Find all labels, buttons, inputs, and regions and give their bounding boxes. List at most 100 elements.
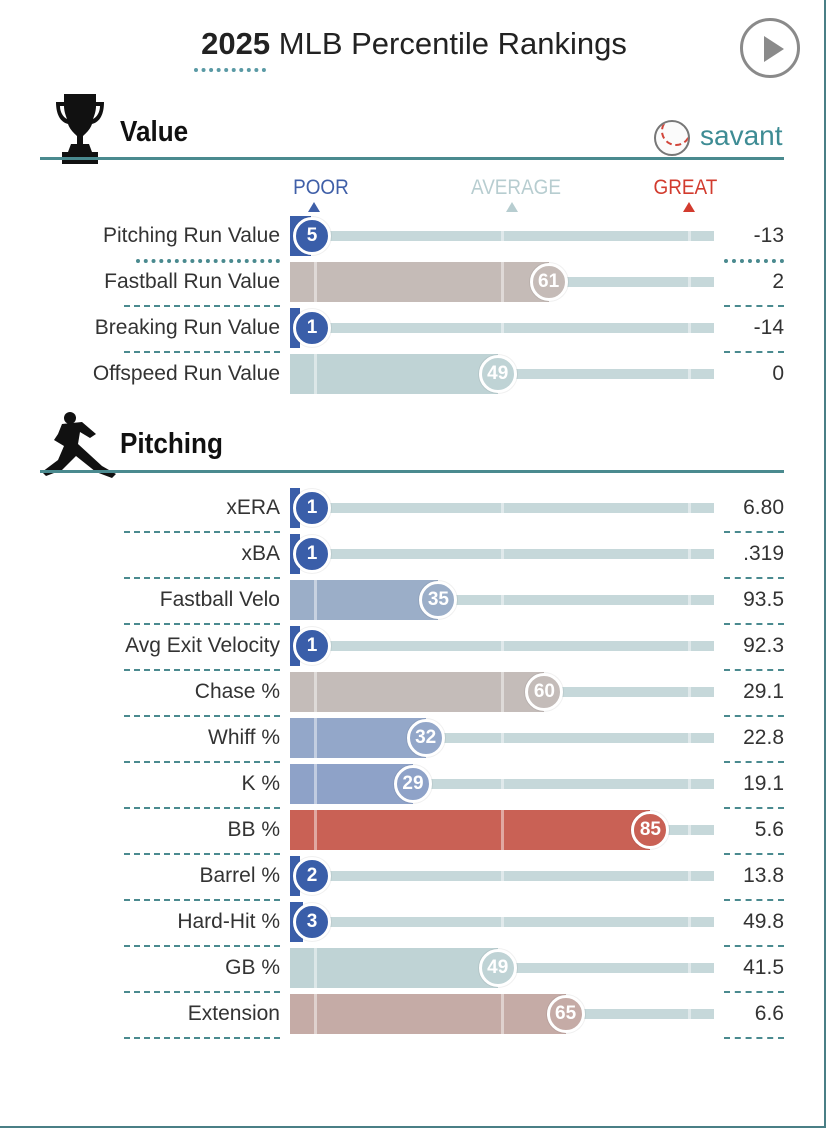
percentile-bubble-breaking-run-value: 1 — [293, 309, 331, 347]
percentile-bubble-whiff: 32 — [406, 719, 445, 757]
bar-tick-extension-1 — [501, 994, 504, 1034]
bar-tick-hard-hit-1 — [501, 902, 504, 942]
section-title-pitching: Pitching — [120, 428, 223, 460]
bar-tick-offspeed-run-value-2 — [687, 354, 691, 394]
bar-tick-bb-2 — [687, 810, 691, 850]
percentile-bubble-extension: 65 — [546, 995, 585, 1033]
metric-label-gb: GB % — [225, 956, 280, 979]
title-underline — [194, 68, 266, 74]
bar-offspeed-run-value — [290, 354, 498, 394]
row-separator-left-chase — [124, 715, 280, 717]
bar-tick-breaking-run-value-1 — [501, 308, 504, 348]
metric-label-chase: Chase % — [194, 680, 280, 703]
bar-gb — [290, 948, 498, 988]
row-separator-left-bb — [124, 853, 280, 855]
metric-label-breaking-run-value: Breaking Run Value — [94, 316, 280, 339]
metric-value-breaking-run-value: -14 — [753, 316, 784, 339]
bar-tick-k-0 — [314, 764, 318, 804]
scale-average: AVERAGE — [470, 176, 561, 199]
bar-tick-chase-1 — [501, 672, 504, 712]
play-button[interactable] — [740, 18, 800, 78]
percentile-bubble-fastball-velo: 35 — [419, 581, 458, 619]
percentile-bubble-bb: 85 — [631, 811, 670, 849]
average-marker-icon — [506, 202, 518, 212]
bar-track-barrel — [290, 871, 714, 881]
metric-value-chase: 29.1 — [743, 680, 784, 703]
row-separator-right-hard-hit — [724, 945, 784, 947]
row-separator-left-pitching-run-value — [136, 259, 280, 263]
row-separator-left-gb — [124, 991, 280, 993]
metric-value-barrel: 13.8 — [743, 864, 784, 887]
row-separator-left-whiff — [124, 761, 280, 763]
bar-tick-xera-2 — [687, 488, 691, 528]
bar-track-pitching-run-value — [290, 231, 714, 241]
row-separator-left-breaking-run-value — [124, 351, 280, 353]
scale-great: GREAT — [653, 176, 718, 199]
metric-value-pitching-run-value: -13 — [753, 224, 784, 247]
row-separator-right-extension — [724, 1037, 784, 1039]
row-separator-left-fastball-velo — [124, 623, 280, 625]
percentile-bubble-fastball-run-value: 61 — [529, 263, 568, 301]
metric-label-bb: BB % — [227, 818, 280, 841]
section-rule-pitching — [40, 470, 784, 473]
metric-value-bb: 5.6 — [754, 818, 784, 841]
bar-tick-whiff-0 — [314, 718, 318, 758]
page-title: 2025 MLB Percentile Rankings — [0, 26, 828, 62]
percentile-bubble-xera: 1 — [293, 489, 331, 527]
metric-value-k: 19.1 — [743, 772, 784, 795]
row-separator-right-xera — [724, 531, 784, 533]
percentile-bubble-xba: 1 — [293, 535, 331, 573]
metric-label-xba: xBA — [241, 542, 280, 565]
bar-tick-barrel-1 — [501, 856, 504, 896]
bar-bb — [290, 810, 651, 850]
row-separator-right-breaking-run-value — [724, 351, 784, 353]
metric-label-hard-hit: Hard-Hit % — [177, 910, 280, 933]
metric-value-fastball-run-value: 2 — [772, 270, 784, 293]
row-separator-right-k — [724, 807, 784, 809]
bar-track-avg-exit-velocity — [290, 641, 714, 651]
bar-track-whiff — [290, 733, 714, 743]
section-title-value: Value — [120, 116, 189, 148]
percentile-bubble-avg-exit-velocity: 1 — [293, 627, 331, 665]
percentile-bubble-chase: 60 — [525, 673, 564, 711]
percentile-bubble-offspeed-run-value: 49 — [478, 355, 517, 393]
metric-label-fastball-velo: Fastball Velo — [159, 588, 280, 611]
play-icon — [764, 36, 784, 62]
bar-tick-k-1 — [501, 764, 504, 804]
metric-value-offspeed-run-value: 0 — [772, 362, 784, 385]
bar-k — [290, 764, 413, 804]
row-separator-left-fastball-run-value — [124, 305, 280, 307]
bar-tick-xba-1 — [501, 534, 504, 574]
row-separator-right-pitching-run-value — [724, 259, 784, 263]
bar-tick-fastball-run-value-0 — [314, 262, 318, 302]
bar-chase — [290, 672, 545, 712]
row-separator-right-fastball-run-value — [724, 305, 784, 307]
bar-tick-xera-1 — [501, 488, 504, 528]
pitcher-icon — [42, 412, 116, 478]
bar-extension — [290, 994, 566, 1034]
row-separator-right-xba — [724, 577, 784, 579]
trophy-icon — [56, 94, 104, 164]
bar-fastball-velo — [290, 580, 439, 620]
metric-value-whiff: 22.8 — [743, 726, 784, 749]
bar-tick-gb-0 — [314, 948, 318, 988]
metric-label-pitching-run-value: Pitching Run Value — [102, 224, 280, 247]
bar-tick-bb-0 — [314, 810, 318, 850]
percentile-bubble-barrel: 2 — [293, 857, 331, 895]
bar-tick-xba-2 — [687, 534, 691, 574]
title-year: 2025 — [201, 26, 271, 61]
row-separator-left-hard-hit — [124, 945, 280, 947]
bar-tick-extension-2 — [687, 994, 691, 1034]
savant-logo[interactable]: savant — [654, 118, 794, 158]
row-separator-right-chase — [724, 715, 784, 717]
bar-track-hard-hit — [290, 917, 714, 927]
savant-text: savant — [700, 120, 783, 151]
row-separator-right-barrel — [724, 899, 784, 901]
metric-value-gb: 41.5 — [743, 956, 784, 979]
bar-tick-avg-exit-velocity-2 — [687, 626, 691, 666]
bar-tick-fastball-velo-1 — [501, 580, 504, 620]
row-separator-right-avg-exit-velocity — [724, 669, 784, 671]
bar-tick-offspeed-run-value-0 — [314, 354, 318, 394]
bar-whiff — [290, 718, 426, 758]
